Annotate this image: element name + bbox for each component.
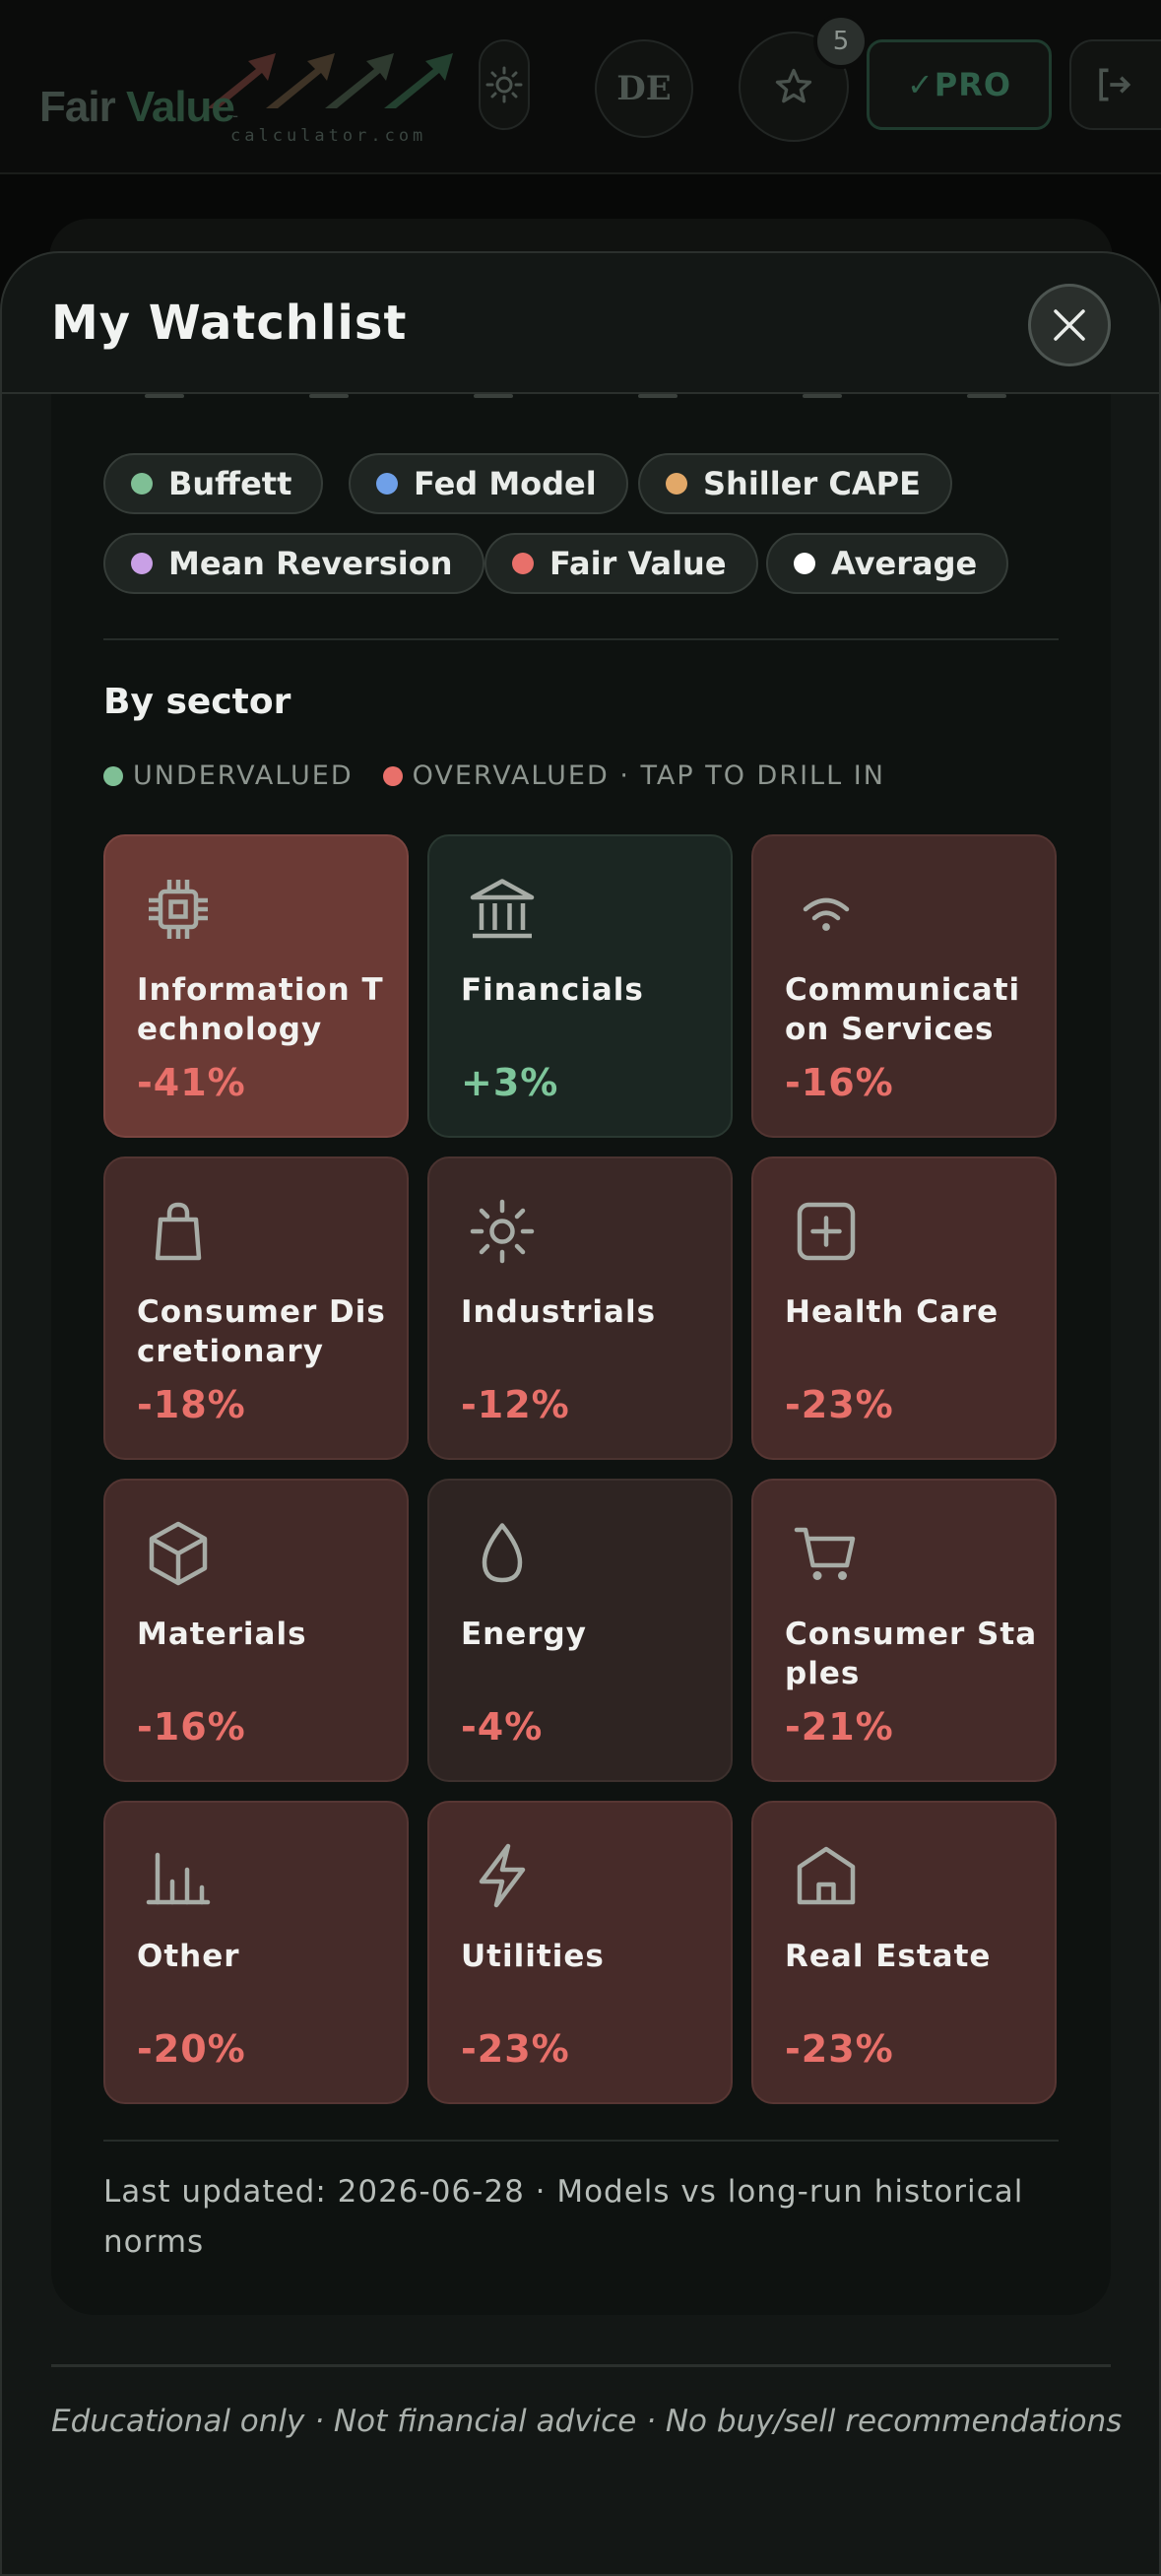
sector-tile-real-estate[interactable]: Real Estate -23% <box>751 1801 1057 2104</box>
logo[interactable]: Fair Value -calculator.com <box>39 39 453 146</box>
undervalued-label: UNDERVALUED <box>133 760 354 791</box>
legend-chip-fair-value[interactable]: Fair Value <box>484 533 758 594</box>
sector-change: -4% <box>461 1705 544 1749</box>
legend-dot <box>794 553 815 574</box>
sector-change: -18% <box>137 1383 246 1426</box>
star-icon <box>775 68 812 103</box>
sector-name: Consumer Discretionary <box>137 1294 386 1369</box>
legend-dot <box>131 473 153 495</box>
logout-icon <box>1099 68 1131 101</box>
logo-value: Value <box>125 83 235 131</box>
sector-change: -23% <box>461 2027 570 2071</box>
legend-dot <box>666 473 687 495</box>
section-divider <box>103 638 1059 640</box>
sector-name: Information Technology <box>137 972 384 1047</box>
logo-domain: -calculator.com <box>230 106 427 146</box>
legend-label: Mean Reversion <box>168 545 453 582</box>
sector-tile-consumer-staples[interactable]: Consumer Staples -21% <box>751 1479 1057 1782</box>
overvalued-dot <box>382 765 403 786</box>
legend-label: Buffett <box>168 465 292 502</box>
overvalued-label: OVERVALUED · TAP TO DRILL IN <box>412 760 885 791</box>
sector-name: Financials <box>461 972 644 1008</box>
sector-tile-other[interactable]: Other -20% <box>103 1801 409 2104</box>
sector-tile-information-technology[interactable]: Information Technology -41% <box>103 834 409 1138</box>
modal-title: My Watchlist <box>51 296 408 351</box>
bolt-icon <box>479 1843 526 1908</box>
sector-change: -21% <box>785 1705 894 1749</box>
sector-change: -16% <box>785 1061 894 1104</box>
sector-tile-industrials[interactable]: Industrials -12% <box>427 1156 733 1460</box>
sector-name: Industrials <box>461 1294 657 1330</box>
sector-name: Consumer Staples <box>785 1617 1038 1691</box>
bar-chart-icon <box>146 1852 211 1905</box>
theme-toggle-button[interactable] <box>479 39 530 130</box>
sector-change: -23% <box>785 2027 894 2071</box>
sector-tile-health-care[interactable]: Health Care -23% <box>751 1156 1057 1460</box>
logo-arrows-icon <box>207 53 453 108</box>
sun-icon <box>485 66 523 103</box>
legend-chip-shiller-cape[interactable]: Shiller CAPE <box>638 453 952 514</box>
legend-label: Shiller CAPE <box>703 465 921 502</box>
close-icon <box>1054 309 1085 341</box>
box-icon <box>149 1521 208 1586</box>
sector-name: Other <box>137 1939 240 1974</box>
app-header: Fair Value -calculator.com DE 5 ✓PRO <box>0 0 1161 174</box>
chart-axis-remnant <box>51 394 1111 402</box>
sector-change: -23% <box>785 1383 894 1426</box>
sector-name: Communication Services <box>785 972 1021 1047</box>
bank-icon <box>470 879 535 939</box>
sector-name: Health Care <box>785 1294 1000 1330</box>
legend-dot <box>512 553 534 574</box>
sector-tile-energy[interactable]: Energy -4% <box>427 1479 733 1782</box>
sector-name: Energy <box>461 1617 587 1652</box>
modal-header-divider <box>0 392 1161 394</box>
sector-tile-consumer-discretionary[interactable]: Consumer Discretionary -18% <box>103 1156 409 1460</box>
last-updated-text: Last updated: 2026-06-28 · Models vs lon… <box>103 2174 1024 2260</box>
legend-label: Fair Value <box>549 545 727 582</box>
sector-tile-materials[interactable]: Materials -16% <box>103 1479 409 1782</box>
logo-fair: Fair <box>39 83 116 131</box>
close-button[interactable] <box>1028 284 1111 366</box>
sector-name: Materials <box>137 1617 307 1652</box>
logout-button[interactable] <box>1069 39 1161 130</box>
legend-chip-average[interactable]: Average <box>766 533 1009 594</box>
valuation-legend: UNDERVALUED OVERVALUED · TAP TO DRILL IN <box>103 760 885 791</box>
legend-dot <box>376 473 398 495</box>
sector-change: -41% <box>137 1061 246 1104</box>
sector-change: +3% <box>461 1061 559 1104</box>
footer-divider <box>103 2140 1059 2142</box>
legend-label: Fed Model <box>414 465 597 502</box>
sector-tile-communication-services[interactable]: Communication Services -16% <box>751 834 1057 1138</box>
sector-tile-financials[interactable]: Financials +3% <box>427 834 733 1138</box>
sector-change: -16% <box>137 1705 246 1749</box>
legend-dot <box>131 553 153 574</box>
sun-icon <box>470 1199 535 1264</box>
legend-label: Average <box>831 545 978 582</box>
chip-icon <box>149 880 208 939</box>
drop-icon <box>482 1523 523 1583</box>
disclaimer-text: Educational only · Not financial advice … <box>51 2404 1123 2439</box>
language-button[interactable]: DE <box>595 39 693 138</box>
legend-chip-buffett[interactable]: Buffett <box>103 453 324 514</box>
sector-tile-utilities[interactable]: Utilities -23% <box>427 1801 733 2104</box>
page-divider <box>51 2364 1111 2367</box>
wifi-icon <box>803 897 850 931</box>
sector-change: -12% <box>461 1383 570 1426</box>
legend-chip-fed-model[interactable]: Fed Model <box>349 453 628 514</box>
pro-button[interactable]: ✓PRO <box>867 39 1052 130</box>
sector-section-title: By sector <box>103 682 291 722</box>
legend-chip-mean-reversion[interactable]: Mean Reversion <box>103 533 484 594</box>
house-icon <box>797 1846 856 1905</box>
shopping-bag-icon <box>155 1202 202 1261</box>
sector-name: Utilities <box>461 1939 605 1974</box>
sector-change: -20% <box>137 2027 246 2071</box>
watchlist-count-badge: 5 <box>813 14 869 69</box>
undervalued-dot <box>103 765 123 786</box>
health-plus-icon <box>797 1202 856 1261</box>
logo-text: Fair Value <box>39 83 235 132</box>
sector-name: Real Estate <box>785 1939 992 1974</box>
cart-icon <box>794 1527 856 1580</box>
